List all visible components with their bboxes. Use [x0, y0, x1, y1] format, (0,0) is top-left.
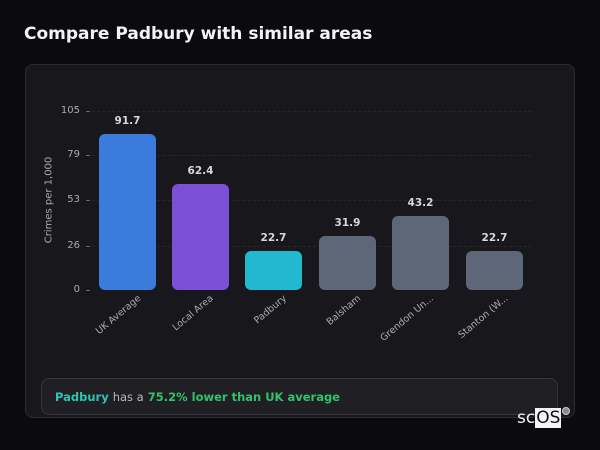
y-tick-mark	[86, 155, 90, 156]
bar[interactable]	[319, 235, 376, 290]
scos-logo: sc OS	[517, 407, 571, 428]
summary-box: Padbury has a 75.2% lower than UK averag…	[41, 378, 558, 415]
bar-value-label: 22.7	[481, 232, 508, 245]
bar[interactable]	[245, 251, 302, 290]
bar[interactable]	[172, 183, 229, 290]
summary-place: Padbury	[55, 389, 109, 404]
y-tick-mark	[86, 246, 90, 247]
logo-prefix: sc	[517, 408, 536, 428]
bar[interactable]	[466, 251, 523, 290]
y-tick-label: 53	[67, 194, 80, 205]
bar-value-label: 62.4	[187, 164, 214, 177]
registered-icon	[562, 407, 571, 415]
page-title: Compare Padbury with similar areas	[24, 24, 373, 44]
bar[interactable]	[392, 216, 449, 290]
y-tick-label: 79	[67, 149, 80, 160]
y-tick-label: 26	[67, 240, 80, 251]
gridline	[92, 200, 532, 201]
bar[interactable]	[99, 133, 156, 290]
gridline	[92, 111, 532, 112]
gridline	[92, 155, 532, 156]
gridline	[92, 246, 532, 247]
y-tick-mark	[86, 290, 90, 291]
y-tick-mark	[86, 111, 90, 112]
y-tick-label: 0	[73, 284, 80, 295]
logo-boxed: OS	[535, 408, 562, 428]
summary-stat: 75.2% lower than UK average	[147, 389, 340, 404]
summary-connector: has a	[112, 389, 144, 404]
bar-value-label: 91.7	[114, 114, 141, 127]
bar-value-label: 22.7	[260, 232, 287, 245]
bar-value-label: 31.9	[334, 216, 361, 229]
y-tick-mark	[86, 200, 90, 201]
y-tick-label: 105	[60, 105, 80, 116]
bar-value-label: 43.2	[407, 197, 434, 210]
